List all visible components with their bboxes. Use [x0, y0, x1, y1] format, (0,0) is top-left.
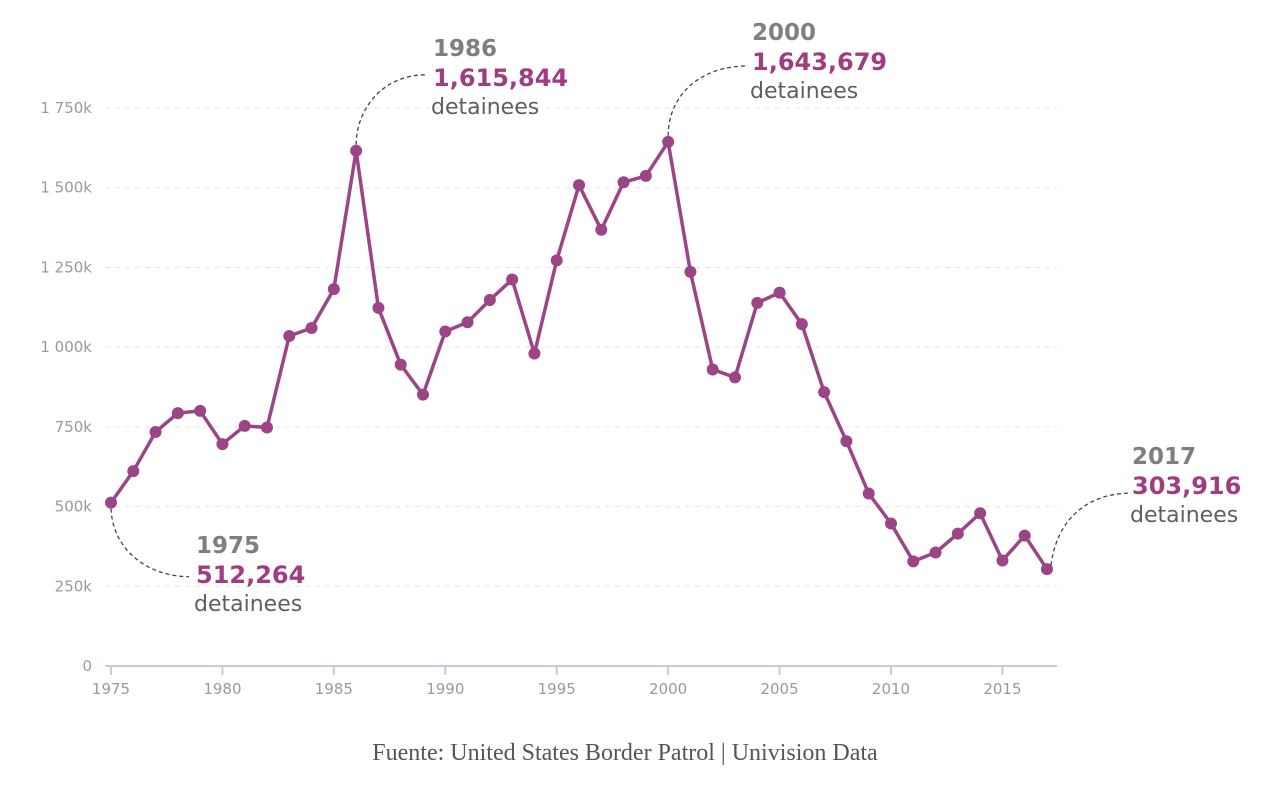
data-point — [795, 318, 808, 331]
x-tick-label: 1995 — [538, 680, 576, 698]
x-tick-label: 2015 — [983, 680, 1021, 698]
annotation-value: 303,916 — [1132, 472, 1241, 500]
data-point — [127, 465, 140, 478]
x-tick-label: 1990 — [426, 680, 464, 698]
data-point — [1018, 529, 1031, 542]
data-point — [929, 546, 942, 559]
annotation-connector — [355, 74, 427, 145]
data-point — [439, 325, 452, 338]
data-point — [105, 496, 117, 509]
annotation-year: 1975 — [196, 533, 260, 559]
data-point — [528, 347, 541, 360]
x-tick-label: 1980 — [203, 680, 241, 698]
data-point — [461, 316, 474, 329]
data-point — [907, 555, 920, 568]
y-tick-label: 0 — [82, 657, 92, 675]
y-tick-label: 500k — [55, 498, 93, 516]
annotation-unit: detainees — [750, 79, 858, 104]
data-point — [261, 421, 273, 434]
data-point — [706, 363, 719, 376]
data-point — [417, 388, 429, 401]
data-point — [1041, 563, 1053, 576]
data-point — [483, 293, 496, 306]
annotation-year: 2017 — [1132, 444, 1196, 470]
data-point — [550, 254, 563, 267]
annotation-year: 2000 — [752, 20, 816, 46]
data-point — [194, 404, 207, 417]
data-point — [885, 517, 897, 530]
y-tick-label: 750k — [55, 418, 93, 436]
data-point — [350, 144, 363, 157]
annotation-unit: detainees — [194, 592, 302, 617]
data-point — [394, 358, 407, 371]
data-point — [818, 386, 831, 399]
annotation-unit: detainees — [1130, 503, 1238, 528]
annotation-value: 512,264 — [196, 561, 305, 589]
data-point — [149, 425, 162, 438]
data-point — [974, 507, 987, 520]
x-tick-label: 2010 — [872, 680, 910, 698]
data-point — [840, 435, 853, 448]
data-point — [216, 438, 229, 451]
source-note: Fuente: United States Border Patrol | Un… — [372, 740, 878, 766]
data-point — [238, 419, 251, 432]
annotation-year: 1986 — [433, 36, 497, 62]
annotation-value: 1,643,679 — [752, 48, 887, 76]
annotation-value: 1,615,844 — [433, 64, 568, 92]
data-point — [506, 273, 519, 286]
data-point — [996, 554, 1009, 567]
data-point — [595, 223, 608, 236]
x-tick-label: 1985 — [315, 680, 353, 698]
data-line — [109, 140, 1049, 571]
y-tick-label: 1 250k — [40, 258, 92, 276]
y-tick-label: 1 750k — [40, 99, 92, 117]
data-point — [951, 527, 964, 540]
data-point — [372, 301, 385, 314]
data-point — [639, 169, 652, 182]
annotation-unit: detainees — [431, 95, 539, 120]
data-point — [729, 371, 741, 384]
data-point — [862, 487, 875, 500]
data-point — [305, 322, 318, 335]
x-tick-label: 2000 — [649, 680, 687, 698]
annotation-connector — [667, 65, 749, 136]
data-point — [327, 283, 340, 296]
x-tick-label: 1975 — [92, 680, 130, 698]
x-tick-label: 2005 — [760, 680, 798, 698]
data-point — [773, 286, 786, 299]
annotation-connector — [110, 508, 190, 578]
data-point — [751, 296, 764, 309]
data-point — [662, 135, 675, 148]
annotation-connector — [1050, 492, 1130, 566]
data-point — [283, 329, 296, 342]
data-point — [617, 176, 630, 189]
y-tick-label: 1 500k — [40, 179, 92, 197]
data-point — [573, 179, 585, 192]
y-tick-label: 250k — [55, 577, 93, 595]
data-point — [171, 407, 184, 420]
y-tick-label: 1 000k — [40, 338, 92, 356]
data-point — [684, 265, 697, 278]
